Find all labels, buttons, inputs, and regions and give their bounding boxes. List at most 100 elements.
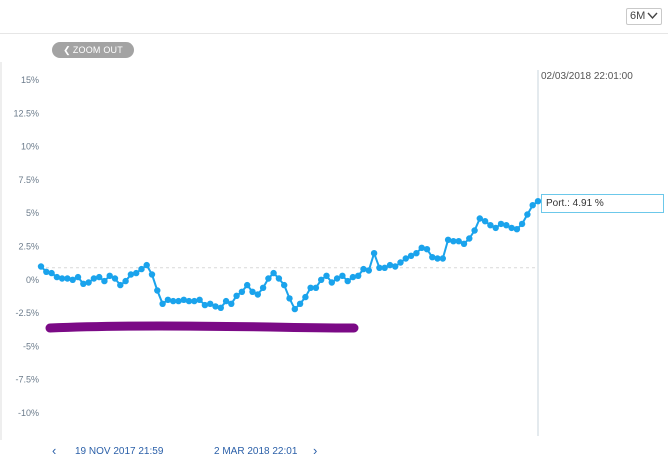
series-point [397,259,404,266]
series-point [133,269,140,277]
series-point [291,305,298,313]
series-point [529,202,536,209]
y-tick-label: -10% [18,408,39,418]
series-point [481,218,489,225]
series-point [286,295,293,302]
series-point [69,276,76,283]
series-point [508,224,515,232]
zoom-out-button[interactable]: ❮ ZOOM OUT [52,42,134,58]
series-point [201,301,209,309]
series-point [275,275,283,282]
series-point [196,296,203,303]
series-point [148,271,156,278]
period-value: 6M [630,10,646,22]
series-point [503,222,510,229]
series-point [339,272,346,279]
series-point [164,296,172,303]
series-point [48,269,55,277]
chevron-down-icon [647,10,658,25]
series-point [524,211,531,218]
y-tick-label: 5% [26,208,39,218]
series-point [455,238,462,245]
series-point [492,224,499,232]
series-point [228,300,235,307]
y-tick-label: 0% [26,275,39,285]
series-point [444,236,452,243]
series-point [318,276,325,283]
series-point [154,287,161,294]
series-point [360,265,367,273]
series-point [386,261,394,269]
series-point [413,250,420,257]
series-point [476,215,483,222]
series-point [43,268,50,275]
performance-chart[interactable]: 15% 12.5% 10% 7.5% 5% 2.5% 0% -2.5% -5% -7.5% -10% [0,62,668,442]
chart-toolbar [0,0,668,34]
series-point [233,292,240,299]
series-tooltip: Port.: 4.91 % [541,194,664,213]
series-point [513,226,521,233]
y-tick-label: -5% [23,341,39,351]
series-point [265,275,272,282]
series-point [80,280,87,287]
series-point [191,297,198,305]
series-point [74,273,82,281]
series-point [222,297,230,305]
series-point [281,281,288,289]
series-point [58,275,66,282]
series-point [212,303,219,310]
series-point [333,275,341,282]
y-tick-label: -7.5% [15,375,39,385]
series-point [90,275,98,282]
series-point [302,293,309,301]
series-point [296,300,304,307]
series-point [249,288,256,295]
series-point [207,300,214,307]
series-point [402,255,409,262]
series-point [122,277,129,285]
period-dropdown[interactable]: 6M [626,8,662,25]
series-point [344,277,351,285]
series-point [418,244,425,251]
series-point [85,279,92,286]
y-tick-label: 12.5% [13,108,39,118]
series-point [450,238,457,245]
y-tick-label: -2.5% [15,308,39,318]
series-point [127,271,135,278]
series-point [439,255,446,262]
range-start-date: 19 NOV 2017 21:59 [75,446,164,457]
series-point [429,254,436,261]
series-point [460,240,468,247]
annotation-stroke [45,321,359,333]
series-point [376,264,383,271]
series-point [349,273,357,281]
series-point [328,279,335,286]
series-point [312,284,320,291]
series-point [238,288,246,295]
series-point [518,220,526,228]
series-point [138,265,145,273]
y-tick-label: 10% [21,142,39,152]
series-point [323,272,330,279]
series-point [487,222,494,229]
y-tick-label: 15% [21,75,39,85]
chevron-left-icon[interactable]: ‹ [52,443,57,458]
series-point [111,275,119,282]
series-point [259,284,267,291]
series-point [180,296,187,303]
series-point [307,284,314,291]
series-point [217,304,224,311]
portfolio-series-line [40,200,539,311]
series-point [471,227,478,234]
series-point [381,264,388,271]
range-end-date: 2 MAR 2018 22:01 [214,446,298,457]
series-point [37,263,45,270]
series-point [407,252,415,259]
series-point [534,198,542,205]
chevron-right-icon[interactable]: › [313,443,318,458]
series-point [143,261,150,269]
crosshair-date: 02/03/2018 22:01:00 [541,71,633,82]
series-point [355,272,362,279]
series-point [434,255,441,262]
series-point [365,267,372,274]
